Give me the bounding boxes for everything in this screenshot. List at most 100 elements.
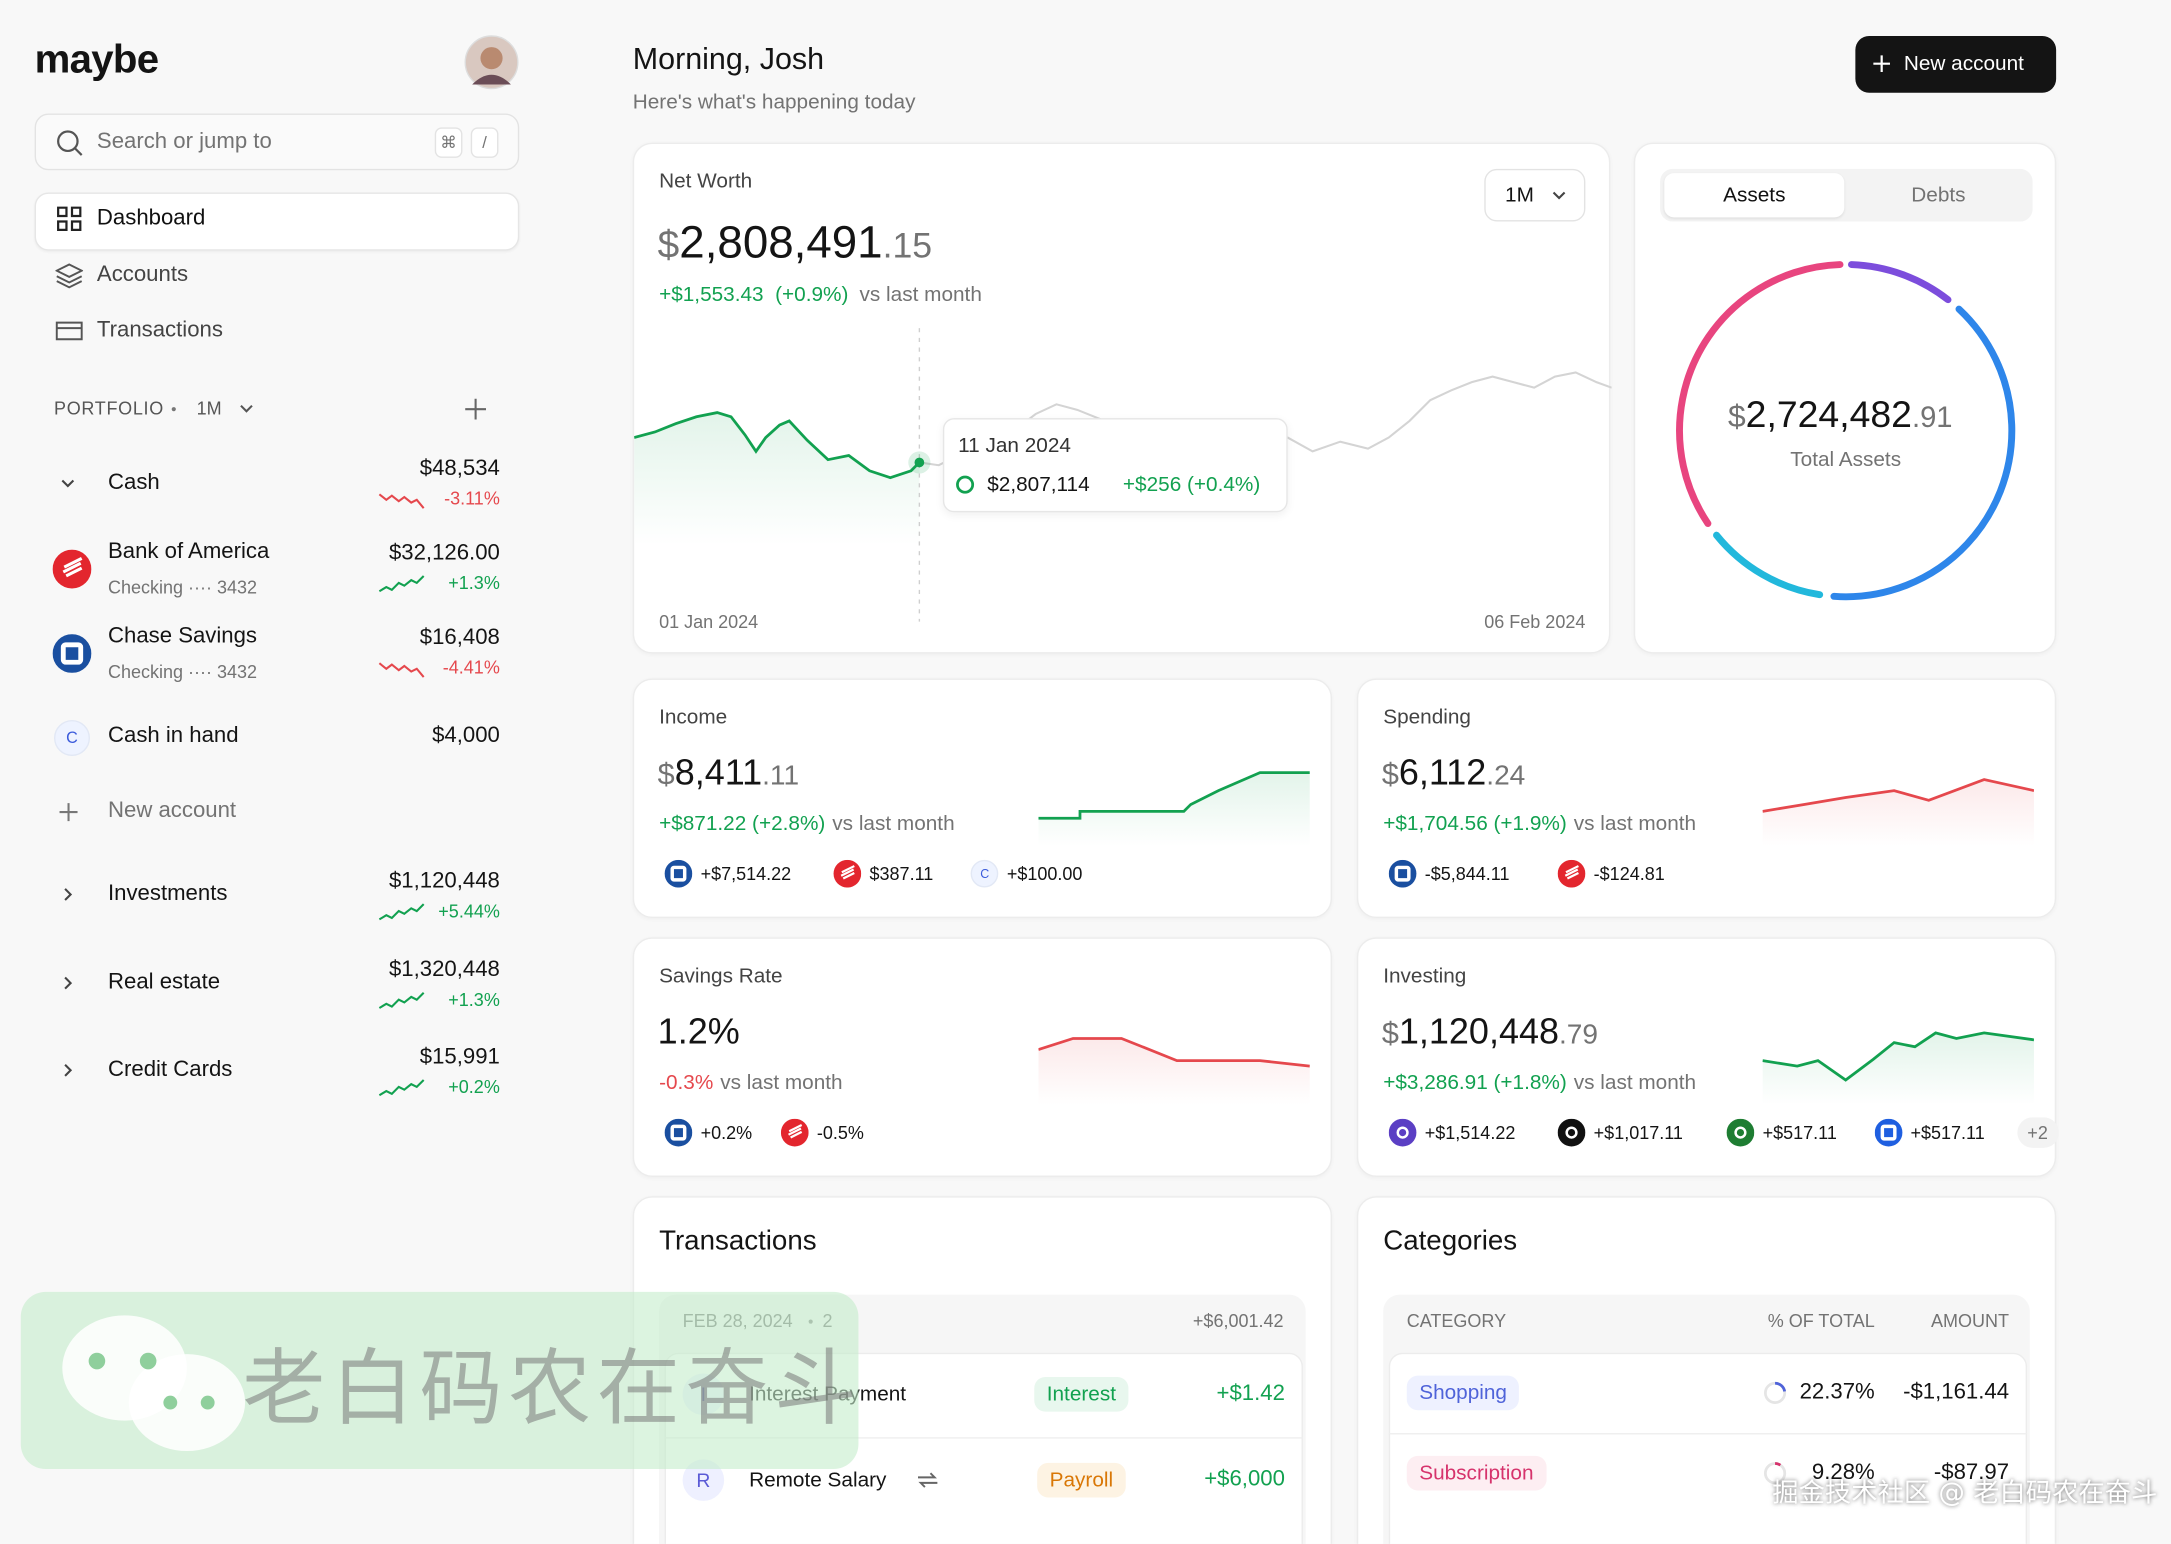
- category-pill[interactable]: Shopping: [1406, 1375, 1520, 1411]
- chevron: [61, 479, 75, 488]
- nav-icon: [57, 206, 82, 231]
- category-pill[interactable]: Interest: [1034, 1376, 1129, 1412]
- watermark: 老白码农在奋斗: [20, 1291, 863, 1470]
- column-header: CATEGORY: [1406, 1310, 1507, 1332]
- category-pill[interactable]: Subscription: [1406, 1455, 1546, 1491]
- portfolio-period[interactable]: 1M: [196, 398, 222, 419]
- transaction-name[interactable]: Remote Salary: [749, 1468, 887, 1492]
- account-amount: $1,120,448: [388, 869, 500, 894]
- nav-item[interactable]: Dashboard: [96, 206, 206, 230]
- end-date: 06 Feb 2024: [1484, 611, 1586, 633]
- percent-ring: [1763, 1462, 1787, 1485]
- tooltip-change: +$256 (+0.4%): [1122, 472, 1261, 497]
- chev: [240, 404, 253, 413]
- change-line: +$871.22 (+2.8%) vs last month: [659, 812, 955, 836]
- ring: [956, 475, 975, 494]
- chev: [64, 976, 73, 989]
- percent-ring: [1763, 1381, 1787, 1404]
- card-label: Savings Rate: [659, 964, 783, 988]
- mark: [1565, 1126, 1578, 1139]
- trend: [378, 991, 425, 1009]
- trend: [378, 662, 425, 678]
- bank-logo: [1874, 1118, 1903, 1147]
- category-percent: 22.37%: [1799, 1380, 1875, 1404]
- tab[interactable]: Debts: [1911, 183, 1966, 207]
- new-account-link[interactable]: New account: [107, 798, 237, 823]
- amount: $1,120,448.79: [1382, 1010, 1598, 1053]
- disc: [1874, 1118, 1903, 1147]
- category-pill[interactable]: Payroll: [1037, 1462, 1126, 1498]
- donut-segment: [1676, 260, 2016, 601]
- period-select[interactable]: 1M: [1484, 168, 1586, 222]
- bank-logo: [780, 1118, 809, 1147]
- nav-item[interactable]: Transactions: [96, 318, 223, 342]
- eye: [139, 1352, 157, 1370]
- nav-active[interactable]: [34, 192, 520, 251]
- account-name[interactable]: Bank of America: [107, 539, 270, 564]
- sparkline: [378, 662, 425, 678]
- spark-line: [1038, 771, 1310, 820]
- account-change: -3.11%: [444, 488, 500, 509]
- category-amount: -$1,161.44: [1903, 1380, 2010, 1404]
- group-name[interactable]: Credit Cards: [107, 1057, 233, 1082]
- tooltip-marker: [956, 475, 975, 494]
- group-name[interactable]: Real estate: [107, 969, 221, 994]
- button-label: New account: [1903, 51, 2024, 76]
- trend: [378, 903, 425, 921]
- spark-area: [1762, 779, 2034, 846]
- donut-segment: [1676, 260, 2016, 601]
- chip-amount: $387.11: [869, 863, 934, 885]
- tab-active[interactable]: [1664, 173, 1845, 218]
- nav-item[interactable]: Accounts: [96, 262, 189, 286]
- transaction-amount: +$1.42: [1216, 1381, 1285, 1406]
- bank-logo: [52, 549, 92, 589]
- whole: 1,120,448: [1398, 1010, 1560, 1052]
- change: -0.3%: [659, 1070, 714, 1095]
- group-name[interactable]: Cash: [107, 470, 160, 495]
- account-name[interactable]: Chase Savings: [107, 624, 258, 648]
- sparkline: [1038, 1037, 1310, 1105]
- chevron: [64, 888, 73, 901]
- account-name[interactable]: Cash in hand: [107, 724, 239, 748]
- sparkline: [378, 991, 425, 1009]
- tab[interactable]: Assets: [1723, 183, 1786, 207]
- account-amount: $32,126.00: [388, 541, 500, 565]
- arrows: [917, 1472, 938, 1488]
- chip-amount: +$100.00: [1006, 863, 1083, 885]
- bank-logo: [1388, 859, 1417, 888]
- change: +$1,704.56 (+1.9%): [1383, 812, 1567, 836]
- chev: [61, 479, 75, 488]
- account-change: -4.41%: [442, 656, 500, 678]
- chev: [64, 1064, 73, 1077]
- watermark-text: 老白码农在奋斗: [242, 1340, 863, 1438]
- chip-amount: -0.5%: [816, 1122, 864, 1143]
- chip-amount: -$124.81: [1593, 863, 1665, 885]
- whole: 8,411: [674, 751, 763, 793]
- sparkline: [1762, 778, 2034, 846]
- summary-card: Income $8,411.11 +$871.22 (+2.8%) vs last m…: [632, 678, 1332, 918]
- chev: [1552, 191, 1566, 200]
- vs: vs last month: [832, 812, 955, 836]
- disc: [1388, 1118, 1417, 1147]
- add-icon: [465, 398, 486, 420]
- subtitle: Here's what's happening today: [632, 90, 916, 115]
- amount: 1.2%: [658, 1010, 740, 1053]
- search-placeholder: Search or jump to: [96, 130, 272, 154]
- new-account-button[interactable]: New account: [1855, 35, 2057, 93]
- plus-icon: [1873, 55, 1890, 72]
- dot: [914, 457, 925, 468]
- change: +$3,286.91 (+1.8%): [1383, 1070, 1567, 1095]
- chip-amount: +$1,017.11: [1593, 1122, 1683, 1143]
- spark-area: [1038, 772, 1310, 846]
- currency: $: [657, 756, 675, 792]
- account-amount: $1,320,448: [388, 957, 500, 981]
- nav-icon: [55, 262, 84, 288]
- chip-amount: +$7,514.22: [700, 863, 792, 885]
- spark-line: [1038, 1037, 1310, 1068]
- tooltip: 11 Jan 2024 $2,807,114 +$256 (+0.4%): [942, 418, 1288, 513]
- card-label: Spending: [1383, 705, 1472, 729]
- search-box[interactable]: Search or jump to ⌘ /: [34, 113, 520, 171]
- group-name[interactable]: Investments: [107, 881, 228, 906]
